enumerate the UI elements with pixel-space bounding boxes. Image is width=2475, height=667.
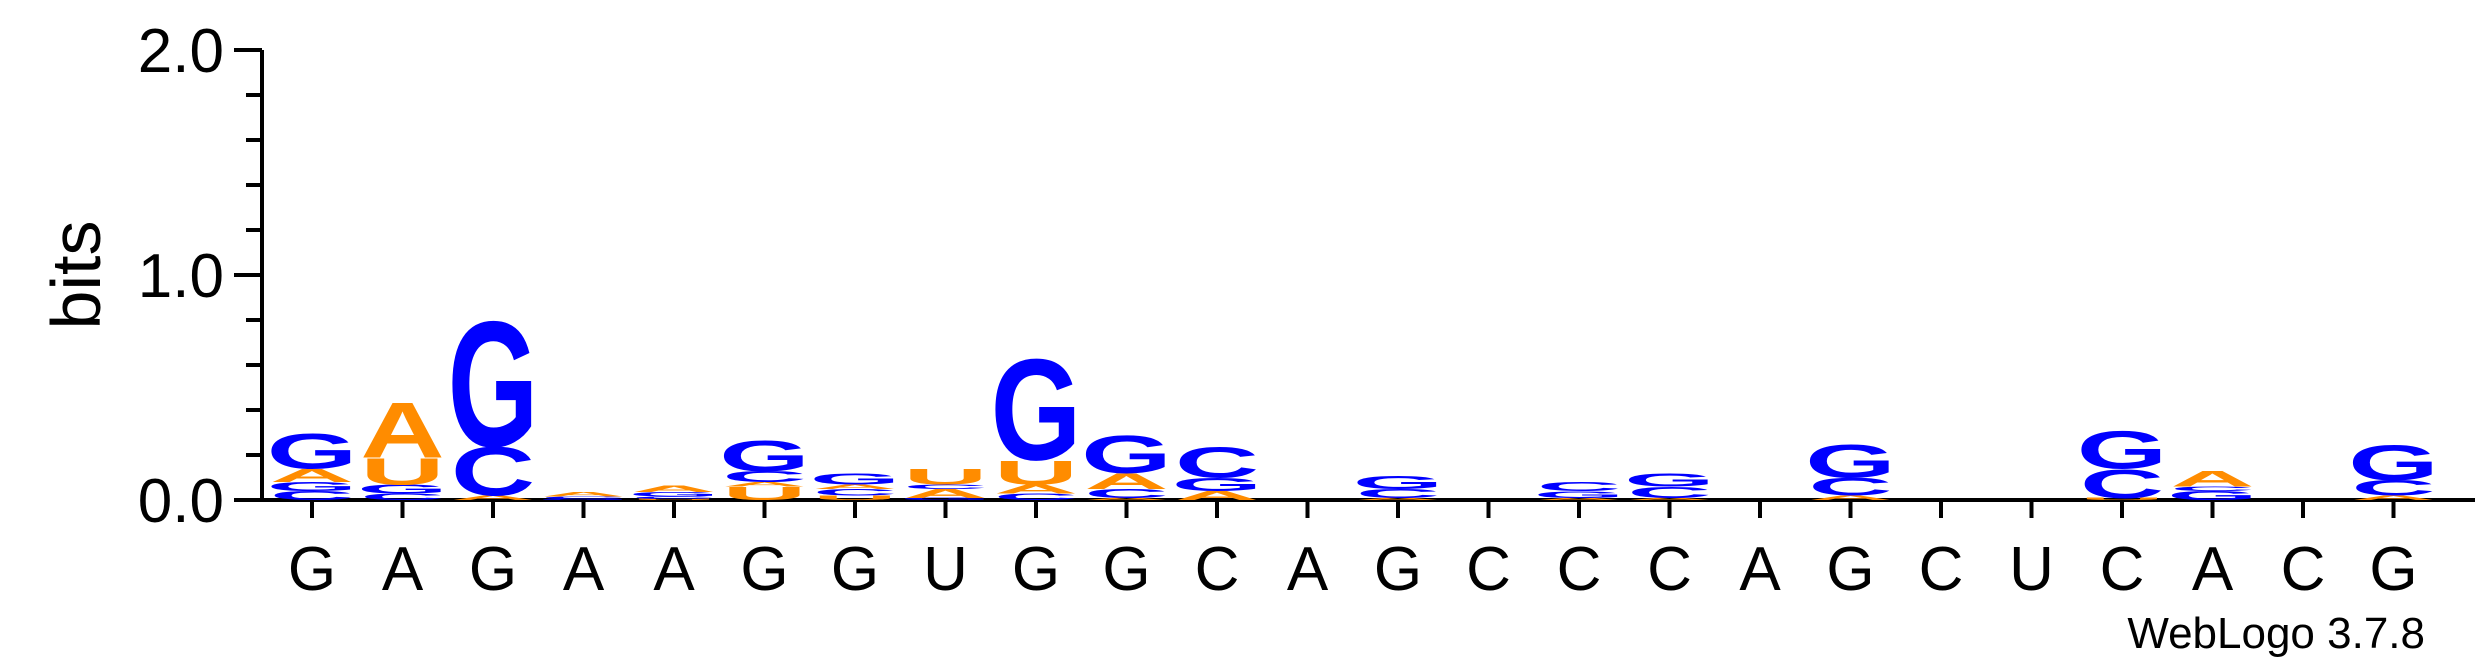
x-tick-label: C <box>1557 535 1602 604</box>
logo-letter-c: C <box>2080 461 2164 507</box>
logo-letter-g: G <box>2348 435 2439 491</box>
logo-letter-a: A <box>1175 489 1259 503</box>
logo-letter-a: A <box>270 465 354 486</box>
y-tick-label: 0.0 <box>138 467 224 536</box>
logo-letter-a: A <box>360 387 444 475</box>
logo-letter-a: A <box>722 481 806 488</box>
logo-letter-g: G <box>357 482 448 496</box>
logo-letter-a: A <box>451 494 535 501</box>
y-tick-label: 1.0 <box>138 242 224 311</box>
logo-letter-g: G <box>267 480 358 494</box>
logo-letter-a: A <box>1084 497 1168 501</box>
x-tick-label: G <box>831 535 879 604</box>
y-ticks: 0.0 1.0 2.0 <box>138 17 262 536</box>
logo-letter-c: C <box>1356 486 1440 500</box>
x-tick-label: C <box>2100 535 2145 604</box>
x-tick-label: G <box>1826 535 1874 604</box>
logo-letter-c: C <box>541 496 625 500</box>
x-tick-label: A <box>563 535 605 604</box>
logo-letter-c: C <box>994 491 1078 502</box>
logo-letter-c: C <box>813 487 897 498</box>
x-tick-label: G <box>2369 535 2417 604</box>
x-tick-label: A <box>382 535 424 604</box>
logo-letter-g: G <box>2077 421 2168 480</box>
logo-letter-u: U <box>813 494 897 501</box>
logo-letter-c: C <box>1084 486 1168 500</box>
logo-letter-a: A <box>2351 494 2435 501</box>
x-tick-label: C <box>1466 535 1511 604</box>
x-tick-label: G <box>1102 535 1150 604</box>
logo-letter-a: A <box>994 482 1078 496</box>
logo-letter-a: A <box>813 483 897 490</box>
weblogo-credit: WebLogo 3.7.8 <box>2127 609 2425 658</box>
x-tick-label: C <box>1919 535 1964 604</box>
logo-letter-u: U <box>360 451 444 493</box>
logo-letter-u: U <box>903 464 987 489</box>
logo-letter-g: G <box>1081 425 1172 484</box>
logo-letter-a: A <box>1808 494 1892 501</box>
logo-letter-u: U <box>994 453 1078 492</box>
logo-letter-a: A <box>1084 469 1168 494</box>
logo-letter-c: C <box>632 496 716 500</box>
logo-letter-g: G <box>267 424 358 480</box>
logo-letter-u: U <box>2080 497 2164 501</box>
logo-letter-g: G <box>1353 472 1444 493</box>
logo-letter-u: U <box>632 499 716 501</box>
logo-letter-g: G <box>810 470 901 488</box>
x-tick-label: A <box>1739 535 1781 604</box>
logo-letter-c: C <box>2351 476 2435 501</box>
logo-letter-c: C <box>270 489 354 503</box>
logo-letter-c: C <box>1537 480 1621 494</box>
x-tick-label: A <box>653 535 695 604</box>
x-tick-label: U <box>923 535 968 604</box>
x-tick-label: A <box>1287 535 1329 604</box>
logo-letter-a: A <box>1627 497 1711 501</box>
x-tick-label: G <box>1012 535 1060 604</box>
logo-letter-c: C <box>1627 484 1711 502</box>
x-tick-label: G <box>740 535 788 604</box>
logo-letter-c: C <box>722 468 806 486</box>
y-tick-label: 2.0 <box>138 17 224 86</box>
x-tick-label: G <box>1374 535 1422 604</box>
x-tick-label: C <box>1647 535 1692 604</box>
logo-letter-a: A <box>1356 497 1440 501</box>
logo-letter-g: G <box>719 431 810 480</box>
logo-letter-g: G <box>448 285 539 485</box>
x-tick-label: U <box>2009 535 2054 604</box>
logo-letter-a: A <box>541 491 625 498</box>
logo-letter-g: G <box>538 499 629 501</box>
logo-letter-u: U <box>722 483 806 504</box>
x-tick-label: A <box>2192 535 2234 604</box>
logo-letter-a: A <box>903 486 987 500</box>
logo-letter-c: C <box>360 491 444 502</box>
logo-letter-c: C <box>903 483 987 490</box>
x-tick-label: G <box>469 535 517 604</box>
logo-letter-g: G <box>1624 469 1715 490</box>
logo-letter-g: G <box>1805 435 1896 488</box>
logo-letter-a: A <box>1537 497 1621 501</box>
logo-letter-g: G <box>1534 489 1625 500</box>
logo-letter-g: G <box>629 491 720 498</box>
logo-letter-c: C <box>2170 485 2254 492</box>
logo-letter-g: G <box>2167 489 2258 503</box>
x-tick-label: G <box>288 535 336 604</box>
logo-letter-c: C <box>1808 473 1892 501</box>
logo-letter-g: G <box>991 329 1082 491</box>
logo-letter-a: A <box>632 484 716 495</box>
logo-letter-g: G <box>1172 474 1263 495</box>
y-axis-label: bits <box>37 221 115 330</box>
x-tick-label: C <box>1195 535 1240 604</box>
logo-letter-g: G <box>900 497 991 501</box>
logo-letter-c: C <box>1175 438 1259 487</box>
x-tick-label: C <box>2281 535 2326 604</box>
logo-letter-c: C <box>451 433 535 510</box>
logo-letter-a: A <box>2170 467 2254 492</box>
